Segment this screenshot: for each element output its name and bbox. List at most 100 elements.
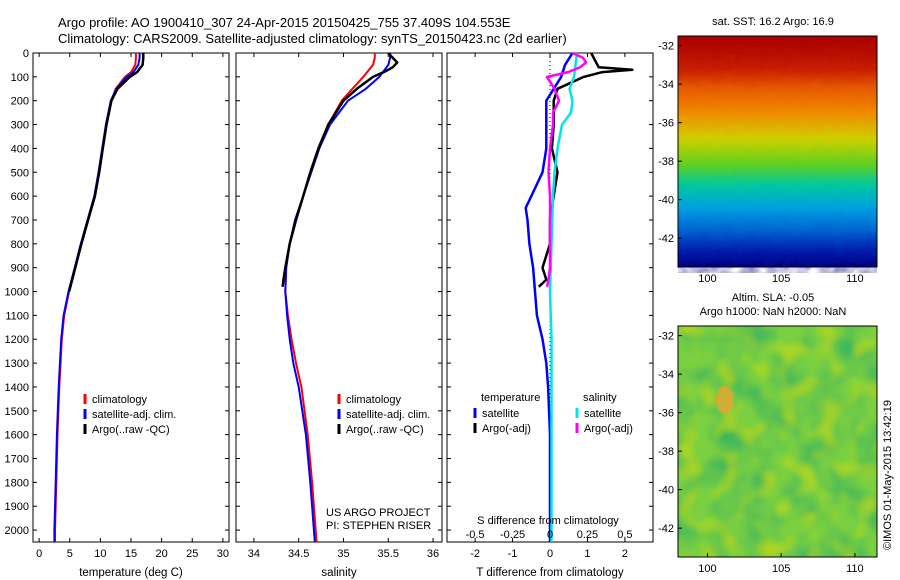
diff-sal-tick-label: -0.25 [500,529,525,541]
sal-xtick-label: 34 [248,548,260,560]
temp-ytick-label: 100 [11,72,29,84]
sst-map-frame [677,35,878,268]
sst-map-texture [678,42,877,273]
diff-sal-tick-label: 0 [547,529,553,541]
temp-series-argo [67,53,145,292]
temp-ytick-label: 500 [11,167,29,179]
sal-xtick-label: 34.5 [288,548,309,560]
temp-xtick-label: 25 [186,548,198,560]
temp-ytick-label: 1600 [5,430,29,442]
diff-legend-header-salinity: salinity [583,392,617,404]
sal-legend-0-label: climatology [346,394,402,406]
sal-legend-2-label: Argo(..raw -QC) [346,424,424,436]
diff-series-sal-satellite [548,52,579,542]
sla-ytick-label: -34 [658,369,674,381]
diff-top-axis-label: S difference from climatology [477,515,619,527]
sla-map-field [678,326,877,557]
sal-plot-frame [235,52,443,543]
temp-ytick-label: 1800 [5,477,29,489]
sla-xtick-label: 110 [846,563,864,575]
temp-ytick-label: 700 [11,215,29,227]
temp-ytick-label: 1300 [5,358,29,370]
sla-map-subtitle: Argo h1000: NaN h2000: NaN [700,306,847,318]
sla-ytick-label: -40 [658,485,674,497]
sst-xtick-label: 110 [846,273,864,285]
temp-xtick-label: 5 [67,548,73,560]
sla-xtick-label: 105 [772,563,790,575]
diff-sal-tick-label: 0.25 [577,529,598,541]
temp-ytick-label: 1500 [5,406,29,418]
sal-annotation-line2: PI: STEPHEN RISER [326,520,431,532]
diff-legend-header-temperature: temperature [481,392,540,404]
temp-xlabel: temperature (deg C) [79,567,183,579]
diff-legend-temp-satellite-label: satellite [482,408,519,420]
diff-legend-sal-argo-label: Argo(-adj) [584,423,633,435]
temp-legend-0-label: climatology [92,394,148,406]
sla-ytick-label: -32 [658,331,674,343]
sla-map-title: Altim. SLA: -0.05 [732,292,815,304]
temp-xtick-label: 10 [94,548,106,560]
temp-ytick-label: 1000 [5,287,29,299]
temp-ytick-label: 800 [11,239,29,251]
temp-ytick-label: 200 [11,96,29,108]
sla-map-panel: Altim. SLA: -0.05 Argo h1000: NaN h2000:… [658,292,878,575]
temp-ytick-label: 600 [11,191,29,203]
sst-ytick-label: -38 [658,156,674,168]
diff-xtick-label: 2 [622,548,628,560]
temp-plot-frame [32,52,230,543]
difference-profile-panel: -2 -1 0 1 2 T difference from climatology -0.5… [446,51,654,579]
sla-ytick-label: -36 [658,408,674,420]
temp-xtick-label: 20 [156,548,168,560]
diff-series-sal-argo [545,51,588,288]
sal-xlabel: salinity [321,567,356,579]
imos-watermark: ©IMOS 01-May-2015 13:42:19 [882,400,894,550]
diff-xtick-label: 1 [584,548,590,560]
header-line2: Climatology: CARS2009. Satellite-adjuste… [58,31,567,46]
temp-ytick-label: 400 [11,143,29,155]
sla-warm-anomaly [716,386,734,414]
sst-ytick-label: -32 [658,41,674,53]
sla-xtick-label: 100 [698,563,716,575]
sal-series-argo [281,52,399,287]
temp-legend-1-label: satellite-adj. clim. [92,409,176,421]
sal-xtick-label: 35 [337,548,349,560]
temp-xtick-label: 30 [217,548,229,560]
diff-legend-temp-argo-label: Argo(-adj) [482,423,531,435]
diff-sal-tick-label: -0.5 [466,529,485,541]
temp-ytick-label: 2000 [5,525,29,537]
temp-ytick-label: 1900 [5,501,29,513]
temp-xtick-label: 15 [125,548,137,560]
sst-map-panel: sat. SST: 16.2 Argo: 16.9 -32 -34 -36 -38 -4… [658,16,878,285]
sst-map-title: sat. SST: 16.2 Argo: 16.9 [712,16,834,28]
sla-ytick-label: -38 [658,446,674,458]
sst-ytick-label: -36 [658,118,674,130]
temp-ytick-label: 900 [11,263,29,275]
temp-ytick-label: 1100 [5,310,29,322]
temp-ytick-label: 1200 [5,334,29,346]
sla-ytick-label: -42 [658,523,674,535]
diff-xtick-label: -1 [508,548,518,560]
temperature-profile-panel: 0 5 10 15 20 25 30 temperature (deg C) 0 100 200 30… [5,48,230,579]
diff-xtick-label: 0 [547,548,553,560]
temp-ytick-label: 300 [11,120,29,132]
temp-xtick-label: 0 [36,548,42,560]
sal-legend-1-label: satellite-adj. clim. [346,409,430,421]
salinity-profile-panel: 34 34.5 35 35.5 36 salinity climatology satelli… [235,52,443,579]
sal-xtick-label: 35.5 [378,548,399,560]
sst-ytick-label: -42 [658,233,674,245]
sla-map-frame [677,325,878,558]
temp-legend-2-label: Argo(..raw -QC) [92,424,170,436]
diff-legend-sal-satellite-label: satellite [584,408,621,420]
diff-sal-tick-label: 0.5 [617,529,632,541]
header-line1: Argo profile: AO 1900410_307 24-Apr-2015… [58,15,511,30]
diff-series-temp-satellite [524,52,574,542]
sst-ytick-label: -40 [658,195,674,207]
sst-ytick-label: -34 [658,79,674,91]
sst-xtick-label: 100 [698,273,716,285]
temp-ytick-label: 1700 [5,454,29,466]
sal-xtick-label: 36 [427,548,439,560]
diff-xtick-label: -2 [470,548,480,560]
sal-annotation-line1: US ARGO PROJECT [326,507,431,519]
sst-xtick-label: 105 [772,273,790,285]
temp-ytick-label: 1400 [5,382,29,394]
